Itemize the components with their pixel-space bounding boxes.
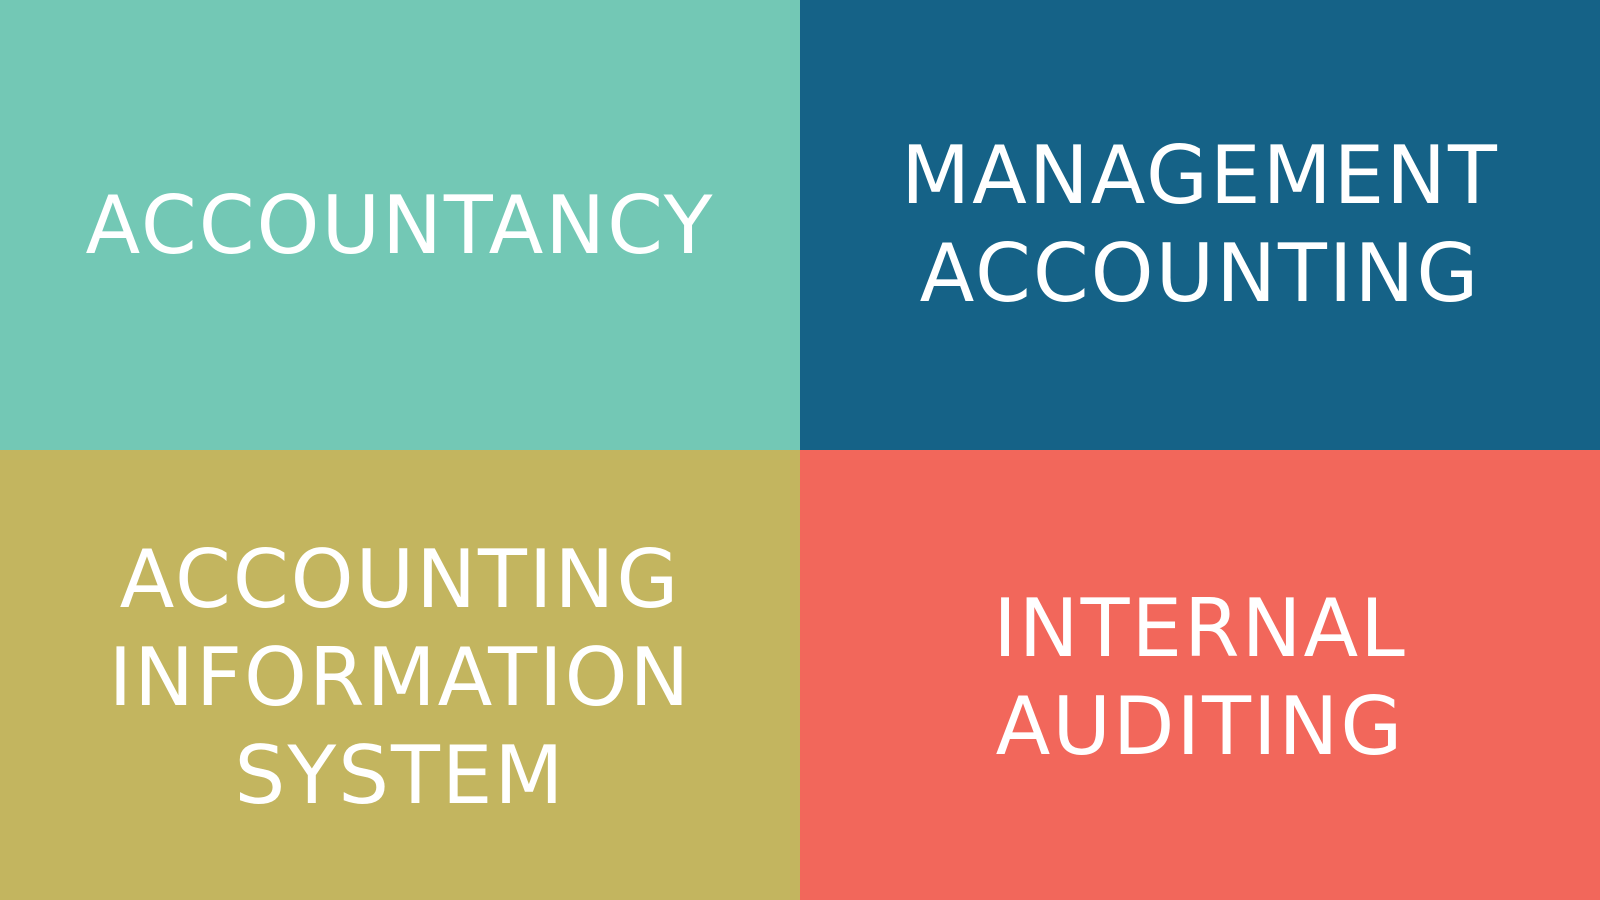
management-accounting-tile: MANAGEMENT ACCOUNTING <box>800 0 1600 450</box>
internal-auditing-line-2: AUDITING <box>995 680 1405 773</box>
accounting-information-system-label: ACCOUNTING INFORMATION SYSTEM <box>109 531 692 825</box>
accounting-information-system-line-1: ACCOUNTING <box>119 533 681 626</box>
accountancy-tile: ACCOUNTANCY <box>0 0 800 450</box>
accounting-information-system-line-2: INFORMATION <box>108 631 692 724</box>
accounting-information-system-tile: ACCOUNTING INFORMATION SYSTEM <box>0 450 800 900</box>
management-accounting-line-2: ACCOUNTING <box>919 227 1481 320</box>
accounting-information-system-line-3: SYSTEM <box>234 729 566 822</box>
internal-auditing-label: INTERNAL AUDITING <box>993 580 1407 776</box>
accountancy-label: ACCOUNTANCY <box>86 177 715 275</box>
management-accounting-label: MANAGEMENT ACCOUNTING <box>901 127 1499 323</box>
internal-auditing-line-1: INTERNAL <box>993 582 1407 675</box>
management-accounting-line-1: MANAGEMENT <box>901 129 1499 222</box>
accountancy-line-1: ACCOUNTANCY <box>85 179 715 272</box>
internal-auditing-tile: INTERNAL AUDITING <box>800 450 1600 900</box>
